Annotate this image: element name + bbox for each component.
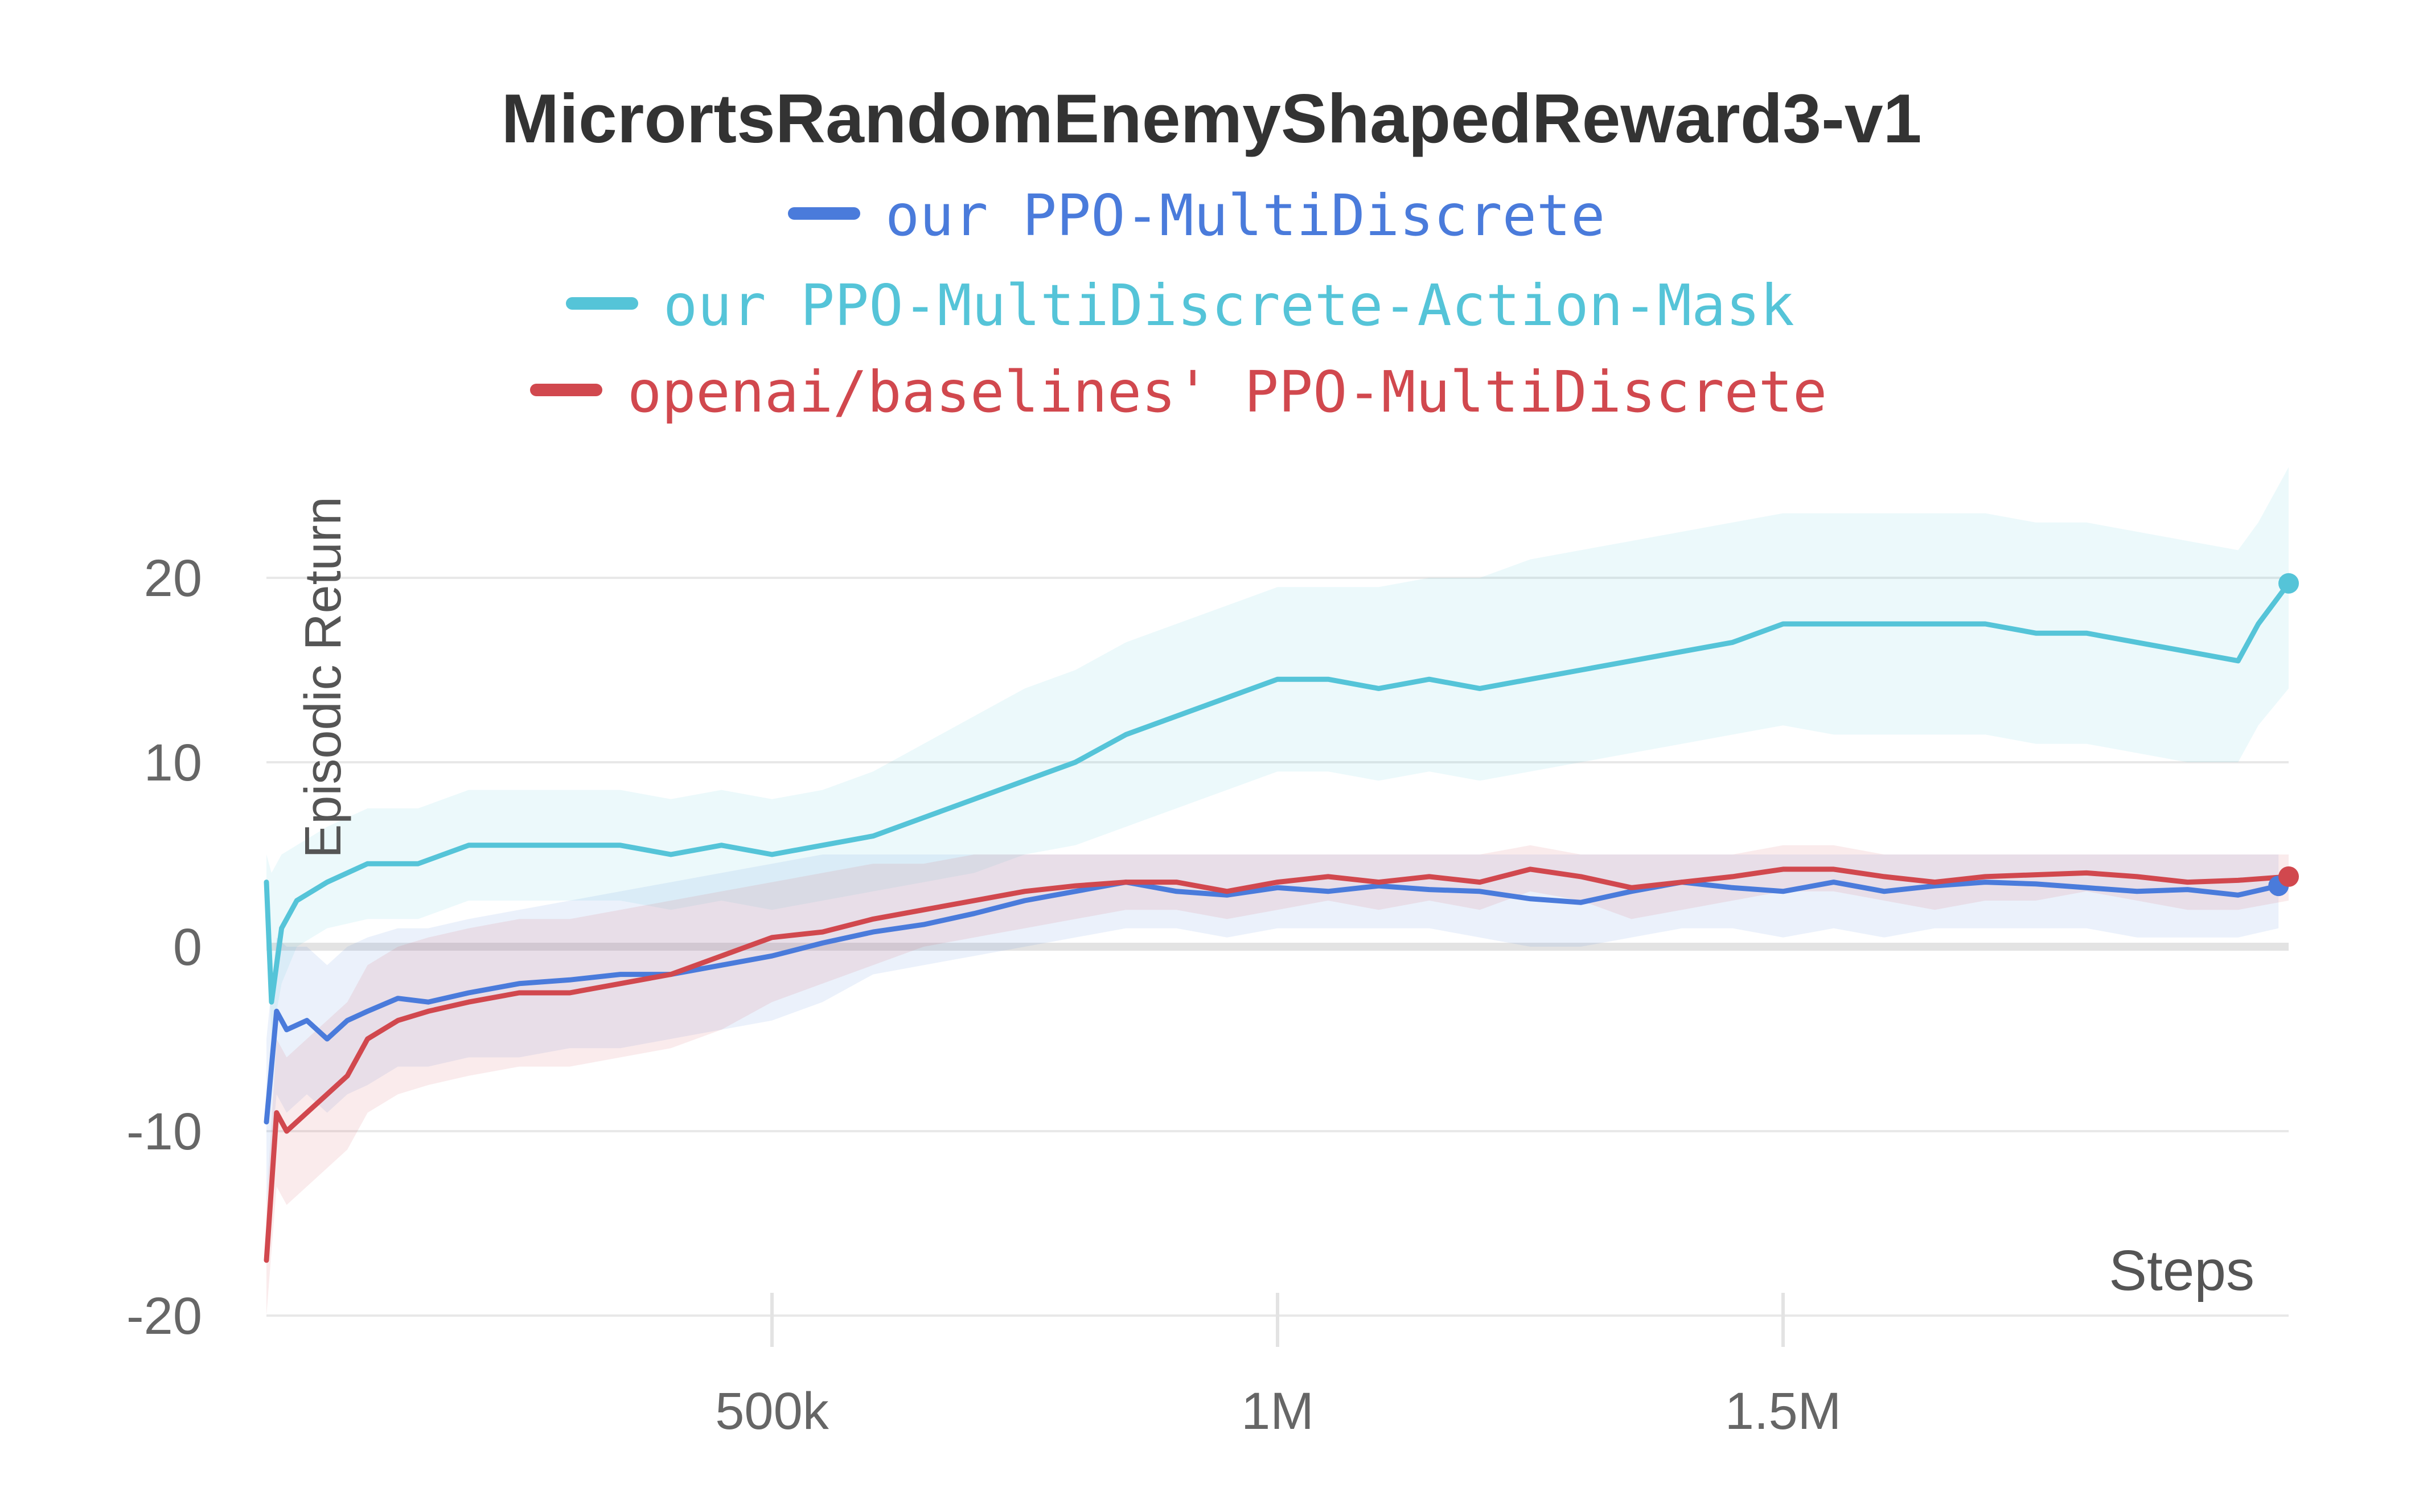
series-lines <box>264 581 2291 1263</box>
confidence-band <box>266 467 2289 1039</box>
series-line <box>264 581 2291 1005</box>
legend-label: openai/baselines' PPO-MultiDiscrete <box>627 359 1827 425</box>
legend: our PPO-MultiDiscrete our PPO-MultiDiscre… <box>530 182 1827 425</box>
series-endpoint-marker <box>2278 866 2299 887</box>
confidence-band <box>266 854 2279 1205</box>
y-tick-label: 0 <box>173 918 202 976</box>
series-endpoint-marker <box>2278 573 2299 594</box>
y-tick-label: -10 <box>126 1103 202 1161</box>
x-axis: 500k 1M 1.5M <box>715 1293 1841 1440</box>
legend-label: our PPO-MultiDiscrete <box>885 182 1605 249</box>
series-line <box>264 866 2291 1263</box>
y-axis-label: Episodic Return <box>295 496 352 858</box>
confidence-bands <box>266 467 2289 1316</box>
x-tick-label: 1.5M <box>1725 1382 1842 1440</box>
x-tick-label: 500k <box>715 1382 829 1440</box>
chart-title: MicrortsRandomEnemyShapedReward3-v1 <box>502 80 1922 157</box>
grid <box>266 577 2289 1317</box>
y-axis: -20 -10 0 10 20 <box>126 549 202 1345</box>
y-tick-label: -20 <box>126 1287 202 1345</box>
x-axis-label: Steps <box>2109 1239 2254 1303</box>
x-tick-label: 1M <box>1241 1382 1314 1440</box>
series-line <box>264 880 2281 1125</box>
legend-label: our PPO-MultiDiscrete-Action-Mask <box>663 272 1794 339</box>
y-tick-label: 20 <box>144 549 202 607</box>
y-tick-label: 10 <box>144 734 202 792</box>
confidence-band <box>266 845 2289 1316</box>
series-endpoints <box>2268 573 2299 897</box>
